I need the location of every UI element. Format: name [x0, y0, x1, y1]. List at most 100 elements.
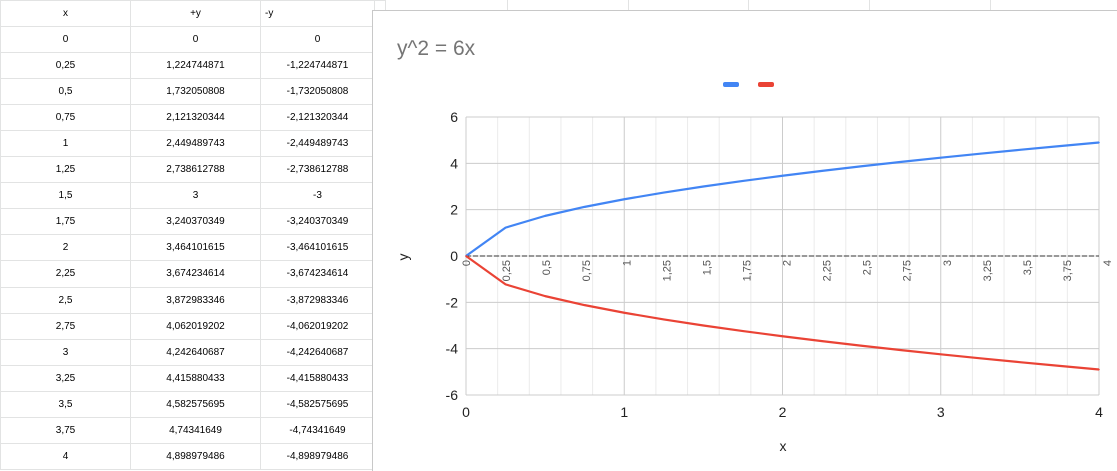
series-point [702, 185, 705, 188]
category-label: 3,75 [1062, 260, 1074, 281]
sheet-cell[interactable]: 1,5 [0, 182, 131, 210]
sheet-cell[interactable]: x [0, 0, 131, 28]
sheet-cell[interactable]: 4,415880433 [130, 364, 261, 392]
series-point [860, 165, 863, 168]
series-point [504, 283, 507, 286]
series-point [544, 215, 546, 217]
sheet-cell[interactable]: 0 [0, 26, 131, 54]
x-tick-label: 1 [620, 404, 628, 420]
sheet-cell[interactable]: 3,5 [0, 390, 131, 418]
sheet-cell[interactable]: 2,738612788 [130, 156, 261, 184]
sheet-row: 1,5 3 -3 [0, 182, 386, 210]
legend-swatch[interactable] [723, 82, 739, 87]
category-label: 2,25 [822, 260, 834, 281]
sheet-cell[interactable]: 3,240370349 [130, 208, 261, 236]
sheet-row: 3,75 4,74341649 -4,74341649 [0, 416, 386, 444]
sheet-cell[interactable]: 3,75 [0, 416, 131, 444]
sheet-row: 0,75 2,121320344 -2,121320344 [0, 104, 386, 132]
sheet-cell[interactable]: 3,872983346 [130, 286, 261, 314]
sheet-cell[interactable]: 3 [130, 182, 261, 210]
series-point [860, 344, 863, 347]
sheet-cell[interactable]: 3,25 [0, 364, 131, 392]
sheet-cell[interactable]: 0 [130, 26, 261, 54]
sheet-row: 3,5 4,582575695 -4,582575695 [0, 390, 386, 418]
category-label: 0,25 [501, 260, 513, 281]
sheet-cell[interactable]: 0,75 [0, 104, 131, 132]
sheet-row: 1,75 3,240370349 -3,240370349 [0, 208, 386, 236]
sheet-cell[interactable]: 1,25 [0, 156, 131, 184]
sheet-cell[interactable]: -3,872983346 [260, 286, 375, 314]
sheet-cell[interactable]: -4,74341649 [260, 416, 375, 444]
sheet-row: 1,25 2,738612788 -2,738612788 [0, 156, 386, 184]
series-point [1019, 149, 1021, 151]
sheet-cell[interactable]: -4,415880433 [260, 364, 375, 392]
sheet-cell[interactable]: 4,74341649 [130, 416, 261, 444]
chart-panel[interactable]: y^2 = 6x 6 4 2 0 -2 -4 -6 0 1 2 3 4 0 0,25 0,5 0,75 1 1,2… [372, 10, 1117, 471]
series-point [702, 324, 705, 327]
sheet-column-divider [507, 0, 508, 10]
category-label: 2,5 [862, 260, 874, 275]
sheet-cell[interactable]: 2,75 [0, 312, 131, 340]
sheet-cell[interactable]: -1,732050808 [260, 78, 375, 106]
sheet-cell[interactable]: 4,242640687 [130, 338, 261, 366]
sheet-column-divider [990, 0, 991, 10]
sheet-cell[interactable]: 4,062019202 [130, 312, 261, 340]
sheet-cell[interactable]: -2,738612788 [260, 156, 375, 184]
sheet-cell[interactable]: -1,224744871 [260, 52, 375, 80]
sheet-cell[interactable]: 2,449489743 [130, 130, 261, 158]
sheet-row: 2,5 3,872983346 -3,872983346 [0, 286, 386, 314]
category-label: 1,25 [661, 260, 673, 281]
series-point [1058, 365, 1061, 367]
sheet-cell[interactable]: 3,674234614 [130, 260, 261, 288]
series-point [1098, 141, 1100, 144]
category-label: 0,5 [541, 260, 553, 275]
sheet-cell[interactable]: -4,898979486 [260, 442, 375, 471]
series-point [979, 357, 982, 360]
series-point [465, 255, 467, 257]
sheet-row: 4 4,898979486 -4,898979486 [0, 442, 386, 471]
sheet-cell[interactable]: 2,5 [0, 286, 131, 314]
sheet-cell[interactable]: -3 [260, 182, 375, 210]
sheet-cell[interactable]: 3 [0, 338, 131, 366]
sheet-row: 1 2,449489743 -2,449489743 [0, 130, 386, 158]
sheet-cell[interactable]: 2,25 [0, 260, 131, 288]
sheet-column-divider [869, 0, 870, 10]
series-point [583, 206, 586, 208]
category-label: 0 [461, 260, 473, 266]
sheet-cell[interactable]: +y [130, 0, 261, 28]
sheet-cell[interactable]: -4,242640687 [260, 338, 375, 366]
sheet-row: 0,5 1,732050808 -1,732050808 [0, 78, 386, 106]
sheet-cell[interactable]: 1,224744871 [130, 52, 261, 80]
sheet-cell[interactable]: -4,582575695 [260, 390, 375, 418]
sheet-cell[interactable]: -3,674234614 [260, 260, 375, 288]
sheet-cell[interactable]: 4,582575695 [130, 390, 261, 418]
sheet-cell[interactable]: 4,898979486 [130, 442, 261, 471]
sheet-cell[interactable]: 2,121320344 [130, 104, 261, 132]
sheet-cell[interactable]: -2,449489743 [260, 130, 375, 158]
x-tick-label: 0 [462, 404, 470, 420]
sheet-cell[interactable]: 0 [260, 26, 375, 54]
series-point [663, 191, 665, 194]
sheet-cell[interactable]: 0,5 [0, 78, 131, 106]
series-point [1098, 368, 1100, 371]
sheet-cell[interactable]: 0,25 [0, 52, 131, 80]
category-label: 1,5 [701, 260, 713, 275]
sheet-cell[interactable]: 4 [0, 442, 131, 471]
sheet-row: 2,25 3,674234614 -3,674234614 [0, 260, 386, 288]
sheet-cell[interactable]: 3,464101615 [130, 234, 261, 262]
sheet-cell[interactable]: -3,240370349 [260, 208, 375, 236]
sheet-cell[interactable]: -2,121320344 [260, 104, 375, 132]
legend-swatch[interactable] [758, 82, 774, 87]
sheet-cell[interactable]: 1,732050808 [130, 78, 261, 106]
series-point [1058, 145, 1061, 147]
x-axis-title: x [780, 438, 787, 454]
series-point [821, 170, 823, 172]
sheet-cell[interactable]: -y [260, 0, 375, 28]
sheet-cell[interactable]: -3,464101615 [260, 234, 375, 262]
sheet-cell[interactable]: 2 [0, 234, 131, 262]
sheet-cell[interactable]: 1 [0, 130, 131, 158]
spreadsheet-grid[interactable]: x +y -y 0 0 0 0,25 1,224744871 -1,224744871 0,5 1,… [0, 0, 386, 471]
sheet-cell[interactable]: 1,75 [0, 208, 131, 236]
sheet-cell[interactable]: -4,062019202 [260, 312, 375, 340]
sheet-row: 0,25 1,224744871 -1,224744871 [0, 52, 386, 80]
